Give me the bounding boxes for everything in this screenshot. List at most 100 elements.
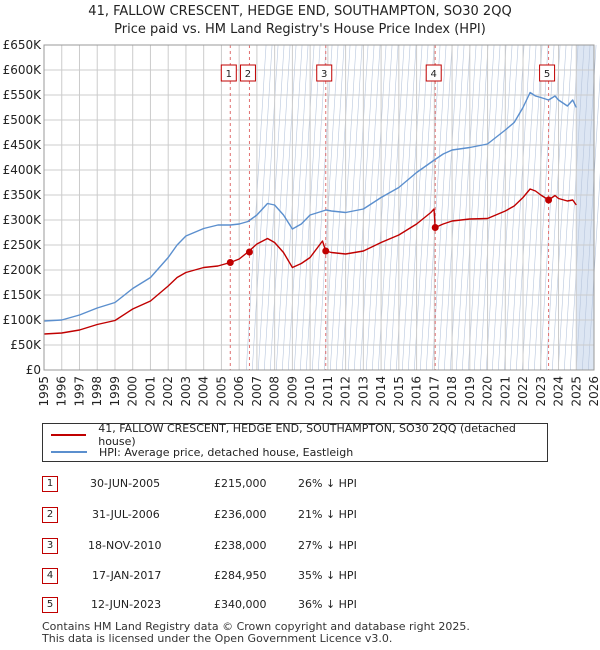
sale-date: 31-JUL-2006 [92,508,160,521]
sale-marker-box [220,64,237,82]
hatch-line [557,44,579,371]
legend-label-property: 41, FALLOW CRESCENT, HEDGE END, SOUTHAMP… [98,422,516,448]
sale-date: 18-NOV-2010 [88,539,162,552]
sale-point [245,248,253,256]
x-tick-label: 2026 [587,376,600,407]
sale-point [226,259,234,266]
table-row: 5 12-JUN-2023 £340,000 36% ↓ HPI [42,595,562,617]
sale-point [545,196,553,204]
sale-hpi-diff: 21% ↓ HPI [298,508,357,521]
y-tick-label: £550K [3,88,43,102]
sale-marker-label: 4 [431,69,437,80]
forecast-shade [576,45,594,370]
hatch-line [419,44,441,371]
hatch-line [449,44,471,371]
y-tick-label: £50K [10,338,42,352]
hatch-line [485,44,507,371]
y-tick-label: £200K [3,263,43,277]
hatch-line [515,44,537,371]
hatch-line [251,44,273,371]
sale-price: £215,000 [214,477,267,490]
hatch-line [575,44,597,371]
hatch-line [461,44,483,371]
x-tick-label: 2007 [250,376,264,407]
x-tick-label: 2001 [143,376,157,407]
sale-point [431,224,439,232]
x-tick-label: 2010 [303,376,317,407]
legend-swatch-property [51,434,87,436]
hatch-line [401,44,423,371]
x-tick-label: 2020 [481,376,495,407]
x-tick-label: 2021 [498,376,512,407]
x-tick-label: 2015 [392,376,406,407]
hatch-line [287,44,309,371]
x-tick-label: 2016 [410,376,424,407]
sale-price: £238,000 [214,539,267,552]
sale-price: £284,950 [214,569,267,582]
footer-copyright: Contains HM Land Registry data © Crown c… [42,620,470,633]
sale-marker-label: 2 [245,69,251,80]
hatch-line [353,44,375,371]
x-tick-label: 2014 [374,376,388,407]
hatch-line [305,44,327,371]
legend-item-property: 41, FALLOW CRESCENT, HEDGE END, SOUTHAMP… [51,422,547,448]
sale-marker-label: 3 [321,69,327,80]
sale-marker-label: 1 [226,69,232,80]
x-tick-label: 2005 [214,376,228,407]
hatch-line [311,44,333,371]
sale-number-badge: 3 [42,538,58,554]
hatch-line [587,172,600,371]
hatch-line [425,44,447,371]
x-tick-label: 2025 [569,376,583,407]
y-tick-label: £300K [3,213,43,227]
x-tick-label: 2023 [534,376,548,407]
table-row: 2 31-JUL-2006 £236,000 21% ↓ HPI [42,505,562,527]
table-row: 1 30-JUN-2005 £215,000 26% ↓ HPI [42,474,562,496]
sale-number-badge: 1 [42,476,58,492]
sale-price: £236,000 [214,508,267,521]
sale-date: 17-JAN-2017 [92,569,162,582]
hatch-line [581,73,600,371]
y-tick-label: £150K [3,288,43,302]
sale-marker-box [239,64,256,82]
sale-marker-label: 5 [544,69,550,80]
sale-marker-box [316,64,333,82]
hatch-line [371,44,393,371]
y-tick-label: £450K [3,138,43,152]
sale-hpi-diff: 35% ↓ HPI [298,569,357,582]
price-chart: £0 £50K £100K £150K £200K £250K £300K £350K £400… [3,38,600,407]
x-tick-label: 1999 [108,376,122,407]
hatch-line [539,44,561,371]
hatch-line [389,44,411,371]
x-tick-label: 2011 [321,376,335,407]
sale-hpi-diff: 26% ↓ HPI [298,477,357,490]
sale-price: £340,000 [214,598,267,611]
hatch-line [347,44,369,371]
sale-hpi-diff: 27% ↓ HPI [298,539,357,552]
x-tick-label: 2000 [126,376,140,407]
hatch-line [491,44,513,371]
hatch-line [563,44,585,371]
hatch-line [545,44,567,371]
footer-license: This data is licensed under the Open Gov… [42,632,393,645]
hatch-line [383,44,405,371]
hatch-line [269,44,291,371]
hatch-line [395,44,417,371]
x-tick-label: 2012 [339,376,353,407]
y-tick-label: £600K [3,63,43,77]
legend-label-hpi: HPI: Average price, detached house, East… [99,445,354,459]
y-tick-label: £500K [3,113,43,127]
y-tick-label: £0 [26,363,41,377]
y-tick-label: £400K [3,163,43,177]
x-tick-label: 2003 [179,376,193,407]
x-tick-label: 2006 [232,376,246,407]
plot-frame [43,44,595,371]
x-tick-label: 2002 [161,376,175,407]
sale-number-badge: 4 [42,568,58,584]
hatch-line [293,44,315,371]
hatch-line [497,44,519,371]
hatch-line [455,44,477,371]
chart-title-line2: Price paid vs. HM Land Registry's House … [114,22,486,37]
hatch-line [467,44,489,371]
hatch-line [407,44,429,371]
